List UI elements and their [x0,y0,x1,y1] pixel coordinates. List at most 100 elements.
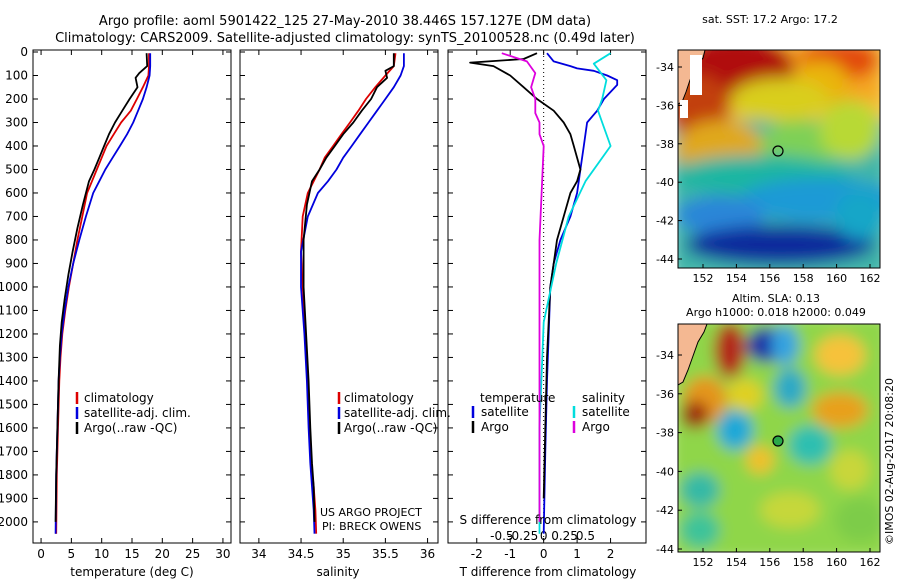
y-tick-label: 2000 [0,515,28,529]
x-tick-label: -2 [471,547,483,561]
y-tick-label: 1700 [0,444,28,458]
x-tick-label: 1 [573,547,581,561]
legend-sal-argo-label: Argo [582,420,610,434]
sal-climatology-line [300,53,397,534]
y-tick-label: 700 [5,209,28,223]
sst-map-title: sat. SST: 17.2 Argo: 17.2 [702,13,838,26]
map-x-tick-label: 160 [826,272,847,285]
x-tick-label: 34 [251,547,266,561]
y-tick-label: 800 [5,233,28,247]
map-x-tick-label: 152 [693,272,714,285]
legend-salinity-header: salinity [582,391,625,405]
s-tick-label: 0 [540,529,548,543]
x-tick-label: 20 [155,547,170,561]
map-y-tick-label: -44 [656,543,674,556]
map-y-tick-label: -40 [656,176,674,189]
legend-argo-label: Argo(..raw -QC) [84,421,177,435]
diff-temp-satellite-line [542,52,619,534]
sst-map-ticks: 152 154 156 158 160 162 -34 -36 -38 -40 -42 -44 [656,61,880,285]
y-tick-label: 1800 [0,468,28,482]
legend-temp-argo-label: Argo [481,420,509,434]
temperature-axis-label: temperature (deg C) [70,565,193,579]
t-difference-axis-label: T difference from climatology [459,565,637,579]
legend-temperature-header: temperature [480,391,555,405]
temp-satellite-line [54,53,152,534]
sal-argo-line [302,53,395,522]
y-tick-label: 300 [5,115,28,129]
x-tick-label: 25 [185,547,200,561]
map-x-tick-label: 154 [726,272,747,285]
x-tick-label: 5 [68,547,76,561]
diff-sal-satellite-line [538,52,612,534]
map-x-tick-label: 156 [759,272,780,285]
legend-satellite-label: satellite-adj. clim. [344,406,451,420]
temperature-legend: climatology satellite-adj. clim. Argo(..… [75,391,191,435]
map-y-tick-label: -34 [656,349,674,362]
figure-title-line2: Climatology: CARS2009. Satellite-adjuste… [55,31,635,46]
salinity-axis-label: salinity [316,565,359,579]
map-y-tick-label: -34 [656,61,674,74]
difference-plot: -2 -1 0 1 2 -0.5-0.25 0 0.250.5 [448,50,646,561]
y-tick-label: 100 [5,68,28,82]
legend-climatology-label: climatology [344,391,414,405]
map-x-tick-label: 154 [726,556,747,569]
legend-satellite-label: satellite-adj. clim. [84,406,191,420]
temperature-plot: 0 5 10 15 20 25 300100200300400500600700800900… [0,45,231,561]
x-tick-label: 30 [215,547,230,561]
map-y-tick-label: -38 [656,427,674,440]
sst-argo-position-marker [772,145,784,157]
s-tick-label: 0.5 [576,529,595,543]
sla-map-ticks: 152 154 156 158 160 162 -34 -36 -38 -40 -42 -44 [656,349,880,569]
x-tick-label: 0 [540,547,548,561]
legend-sal-satellite-label: satellite [582,405,630,419]
x-tick-label: 15 [124,547,139,561]
y-tick-label: 200 [5,92,28,106]
x-tick-label: 34.5 [288,547,315,561]
y-tick-label: 1400 [0,374,28,388]
temp-argo-line [54,53,149,522]
legend-argo-label: Argo(..raw -QC) [344,421,437,435]
imos-credit: ©IMOS 02-Aug-2017 20:08:20 [883,378,896,545]
y-tick-label: 1000 [0,280,28,294]
sla-argo-position-marker [772,435,784,447]
temp-climatology-line [55,53,150,534]
sla-map-title-line2: Argo h1000: 0.018 h2000: 0.049 [686,306,866,319]
map-x-tick-label: 162 [860,556,881,569]
y-tick-label: 1300 [0,350,28,364]
pi-annotation: PI: BRECK OWENS [322,520,421,533]
salinity-plot: 34 34.5 35 35.5 36 [240,50,438,561]
map-y-tick-label: -44 [656,253,674,266]
map-y-tick-label: -42 [656,215,674,228]
difference-panel-frame [447,49,647,544]
y-tick-label: 0 [20,45,28,59]
sst-map: sat. SST: 17.2 Argo: 17.2 [656,13,881,285]
x-tick-label: 35 [336,547,351,561]
x-tick-label: 0 [37,547,45,561]
y-tick-label: 1200 [0,327,28,341]
map-x-tick-label: 158 [793,272,814,285]
y-tick-label: 600 [5,186,28,200]
s-tick-label: -0.5 [490,529,513,543]
x-tick-label: -1 [504,547,516,561]
map-y-tick-label: -36 [656,388,674,401]
project-annotation: US ARGO PROJECT [320,506,422,519]
x-tick-label: 10 [94,547,109,561]
y-tick-label: 1100 [0,303,28,317]
diff-sal-argo-line [501,52,545,522]
y-tick-label: 400 [5,139,28,153]
map-x-tick-label: 162 [860,272,881,285]
map-y-tick-label: -36 [656,99,674,112]
map-x-tick-label: 156 [759,556,780,569]
figure-title-line1: Argo profile: aoml 5901422_125 27-May-20… [99,14,591,29]
y-tick-label: 1600 [0,421,28,435]
difference-legend: temperature salinity satellite Argo sate… [460,391,637,527]
s-tick-label: 0.25 [551,529,578,543]
legend-temp-satellite-label: satellite [481,405,529,419]
map-y-tick-label: -40 [656,465,674,478]
sla-map-title-line1: Altim. SLA: 0.13 [732,292,820,305]
map-x-tick-label: 152 [693,556,714,569]
y-tick-label: 900 [5,256,28,270]
salinity-panel-frame [239,49,439,544]
diff-temp-argo-line [469,52,582,499]
